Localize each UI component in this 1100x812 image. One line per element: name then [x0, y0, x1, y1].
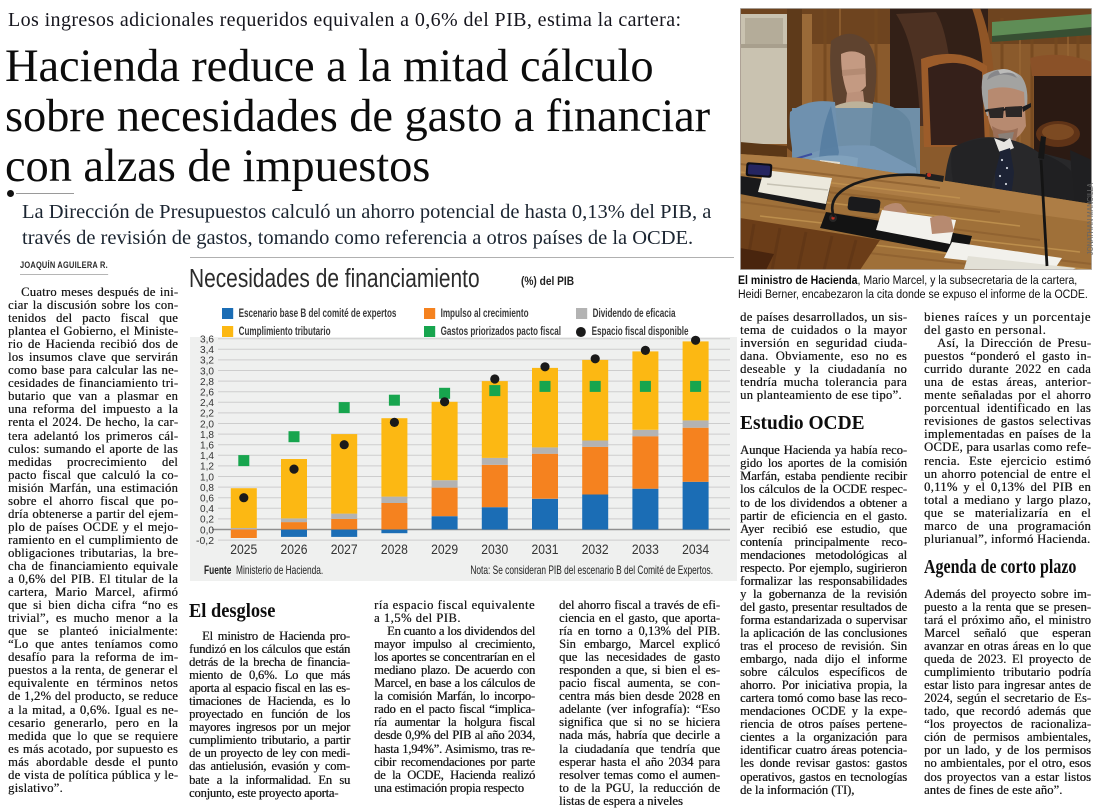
svg-text:1,4: 1,4 — [200, 451, 214, 462]
svg-text:1,0: 1,0 — [200, 472, 214, 483]
svg-text:3,2: 3,2 — [200, 356, 214, 367]
svg-text:3,4: 3,4 — [200, 345, 214, 356]
svg-text:2029: 2029 — [431, 542, 458, 557]
svg-text:2,4: 2,4 — [200, 398, 214, 409]
svg-text:2026: 2026 — [281, 542, 308, 557]
svg-text:2030: 2030 — [481, 542, 508, 557]
svg-text:2,6: 2,6 — [200, 388, 214, 399]
svg-text:2031: 2031 — [532, 542, 559, 557]
svg-text:3,0: 3,0 — [200, 366, 214, 377]
svg-text:0,8: 0,8 — [200, 483, 214, 494]
svg-text:2033: 2033 — [632, 542, 659, 557]
svg-text:1,6: 1,6 — [200, 441, 214, 452]
svg-text:1,2: 1,2 — [200, 462, 214, 473]
svg-text:2028: 2028 — [381, 542, 408, 557]
svg-text:2032: 2032 — [582, 542, 609, 557]
svg-text:2,0: 2,0 — [200, 419, 214, 430]
svg-text:3,6: 3,6 — [200, 335, 214, 346]
svg-text:0,6: 0,6 — [200, 494, 214, 505]
svg-text:1,8: 1,8 — [200, 430, 214, 441]
svg-text:2,8: 2,8 — [200, 377, 214, 388]
svg-text:0,0: 0,0 — [200, 525, 214, 536]
svg-text:2025: 2025 — [230, 542, 257, 557]
svg-text:-0,2: -0,2 — [196, 536, 214, 547]
svg-text:2034: 2034 — [682, 542, 709, 557]
svg-text:2027: 2027 — [331, 542, 358, 557]
svg-text:2,2: 2,2 — [200, 409, 214, 420]
svg-text:0,4: 0,4 — [200, 504, 214, 515]
svg-text:0,2: 0,2 — [200, 515, 214, 526]
